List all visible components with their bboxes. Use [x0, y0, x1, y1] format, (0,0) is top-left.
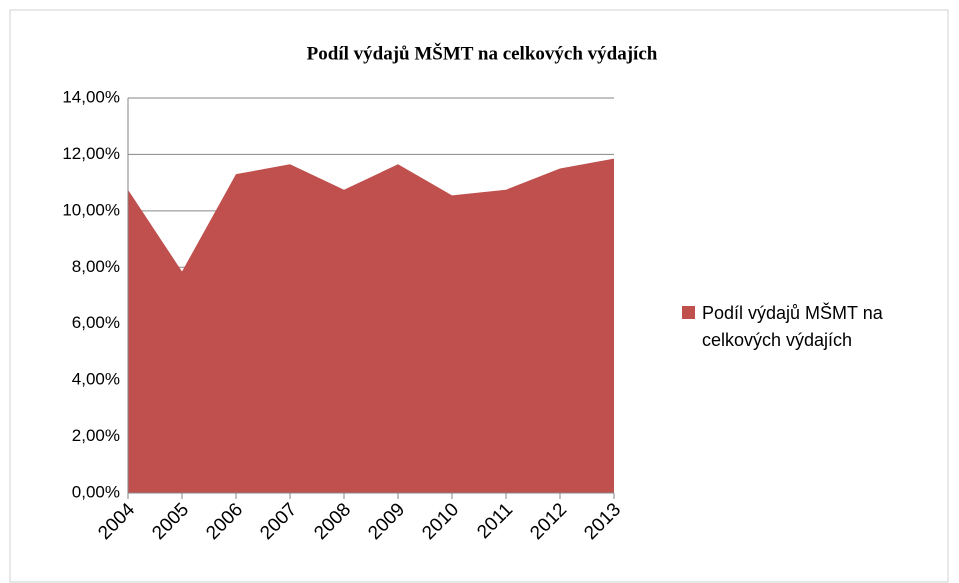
y-tick-label: 0,00% — [72, 482, 120, 501]
x-tick-label: 2004 — [94, 499, 139, 544]
x-tick-label: 2013 — [580, 499, 625, 544]
x-tick-label: 2009 — [364, 499, 409, 544]
y-tick-label: 2,00% — [72, 426, 120, 445]
legend-swatch — [682, 306, 695, 319]
x-tick-label: 2008 — [310, 499, 355, 544]
y-tick-label: 8,00% — [72, 257, 120, 276]
chart-title: Podíl výdajů MŠMT na celkových výdajích — [307, 42, 658, 64]
y-tick-label: 4,00% — [72, 370, 120, 389]
x-tick-label: 2007 — [256, 499, 301, 544]
x-tick-label: 2006 — [202, 499, 247, 544]
y-tick-label: 14,00% — [62, 87, 120, 106]
x-tick-label: 2010 — [418, 499, 463, 544]
x-tick-label: 2012 — [526, 499, 571, 544]
x-tick-label: 2005 — [148, 499, 193, 544]
area — [128, 158, 614, 494]
x-tick-label: 2011 — [473, 499, 517, 543]
y-tick-label: 6,00% — [72, 313, 120, 332]
legend-label: Podíl výdajů MŠMT na celkových výdajích — [702, 303, 883, 350]
chart-border — [9, 9, 949, 583]
y-tick-label: 12,00% — [62, 144, 120, 163]
y-tick-label: 10,00% — [62, 200, 120, 219]
